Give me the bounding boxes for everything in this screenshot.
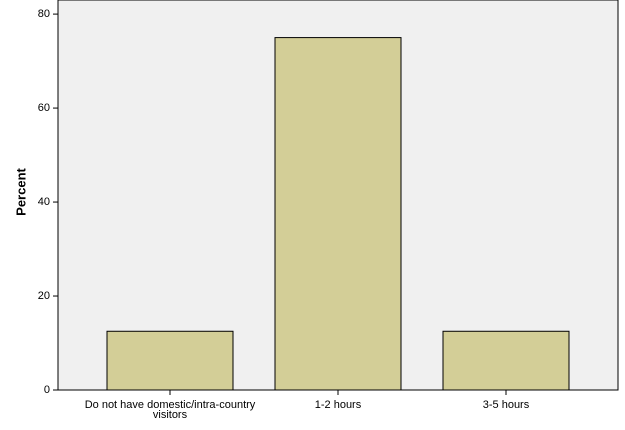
y-tick-label: 60 [38,102,50,114]
y-tick-label: 80 [38,8,50,20]
bar [442,330,570,391]
x-tick-label: Do not have domestic/intra-country visit… [84,399,256,421]
bar [106,330,234,391]
x-tick-label: 3-5 hours [482,399,530,411]
y-axis-label: Percent [13,167,28,215]
bar [274,37,402,391]
y-tick-label: 40 [38,196,50,208]
y-tick-label: 0 [44,384,50,396]
y-tick-label: 20 [38,290,50,302]
x-tick-label: 1-2 hours [314,399,362,411]
